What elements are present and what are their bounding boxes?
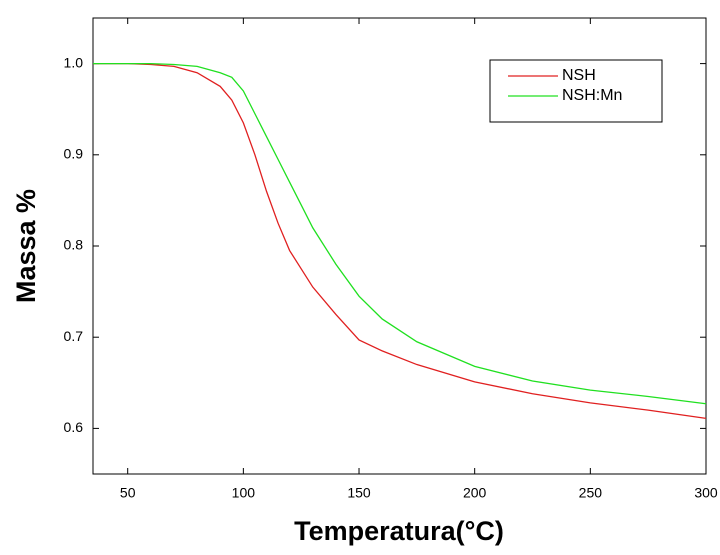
y-axis-title: Massa % — [11, 189, 41, 303]
x-tick-label: 300 — [694, 485, 718, 501]
y-tick-label: 0.7 — [64, 328, 84, 344]
x-tick-label: 200 — [463, 485, 487, 501]
x-tick-label: 50 — [120, 485, 136, 501]
x-tick-label: 250 — [579, 485, 603, 501]
series-line — [93, 62, 707, 405]
y-tick-label: 0.8 — [64, 237, 84, 253]
x-axis-title: Temperatura(°C) — [294, 516, 504, 546]
legend-box — [489, 59, 663, 123]
y-tick-label: 1.0 — [64, 54, 84, 70]
x-tick-label: 100 — [232, 485, 256, 501]
y-tick-label: 0.9 — [64, 146, 84, 162]
legend-label: NSH:Mn — [562, 87, 622, 104]
y-tick-label: 0.6 — [64, 419, 84, 435]
legend-label: NSH — [562, 67, 596, 84]
series-line — [93, 62, 707, 420]
x-tick-label: 150 — [347, 485, 371, 501]
